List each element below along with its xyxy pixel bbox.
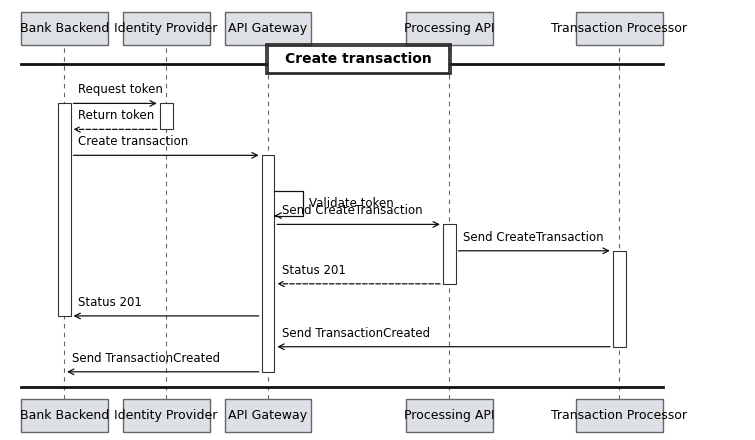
Text: Identity Provider: Identity Provider	[115, 22, 217, 35]
Text: Return token: Return token	[79, 109, 154, 122]
Bar	[406, 12, 492, 45]
Bar	[21, 400, 108, 432]
Bar	[122, 400, 210, 432]
Text: API Gateway: API Gateway	[229, 409, 307, 422]
Bar	[225, 12, 311, 45]
Bar	[268, 46, 449, 73]
Text: API Gateway: API Gateway	[229, 22, 307, 35]
Bar	[406, 400, 492, 432]
Text: Identity Provider: Identity Provider	[115, 409, 217, 422]
Bar	[575, 400, 663, 432]
Text: Send CreateTransaction: Send CreateTransaction	[282, 204, 423, 217]
Text: Create transaction: Create transaction	[285, 52, 432, 66]
Bar	[58, 103, 71, 316]
Bar	[266, 44, 451, 74]
Text: Validate token: Validate token	[309, 197, 394, 210]
Bar	[122, 12, 210, 45]
Text: Bank Backend: Bank Backend	[20, 409, 109, 422]
Bar	[225, 400, 311, 432]
Bar	[160, 103, 172, 129]
Bar	[261, 155, 275, 372]
Bar	[442, 224, 456, 284]
Text: Send TransactionCreated: Send TransactionCreated	[72, 352, 220, 365]
Text: Processing API: Processing API	[404, 409, 495, 422]
Text: Send CreateTransaction: Send CreateTransaction	[463, 231, 604, 244]
Text: Bank Backend: Bank Backend	[20, 22, 109, 35]
Bar	[613, 251, 625, 347]
Text: Request token: Request token	[79, 83, 163, 96]
Text: Transaction Processor: Transaction Processor	[551, 409, 687, 422]
Text: Create transaction: Create transaction	[79, 135, 189, 148]
Bar	[21, 12, 108, 45]
Text: Send TransactionCreated: Send TransactionCreated	[282, 326, 430, 340]
Text: Status 201: Status 201	[79, 296, 142, 309]
Text: Processing API: Processing API	[404, 22, 495, 35]
Text: Transaction Processor: Transaction Processor	[551, 22, 687, 35]
Text: Status 201: Status 201	[282, 264, 346, 277]
Bar	[575, 12, 663, 45]
